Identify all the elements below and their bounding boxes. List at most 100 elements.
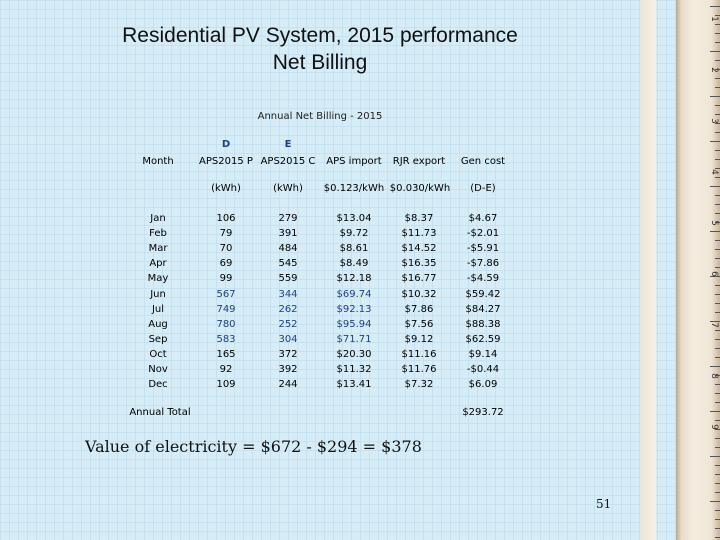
cell-e: 545 <box>278 258 298 270</box>
ruler-tick <box>715 474 720 475</box>
ruler-tick <box>715 384 720 385</box>
header-gen-cost: Gen cost <box>460 156 506 167</box>
cell-exp: $16.35 <box>401 258 437 270</box>
ruler-number: 4 <box>709 169 720 175</box>
col-e-letter: E <box>284 139 292 150</box>
ruler-tick <box>710 456 720 457</box>
ruler-tick <box>715 42 720 43</box>
header-aps-import: APS import <box>326 156 382 167</box>
cell-month: Jul <box>151 303 165 315</box>
slide-title-line-2: Net Billing <box>272 51 368 74</box>
ruler-tick <box>715 105 720 106</box>
cell-e: 344 <box>278 288 298 300</box>
ruler-tick <box>715 438 720 439</box>
ruler-number: 9 <box>709 424 720 430</box>
cell-gen: $4.67 <box>468 213 498 224</box>
ruler-shadow <box>640 0 656 540</box>
ruler-image: 1 2 3 4 5 6 7 8 9 <box>676 0 720 540</box>
ruler-tick <box>715 402 720 403</box>
cell-gen: -$4.59 <box>466 273 500 285</box>
table-caption: Annual Net Billing - 2015 <box>257 111 383 122</box>
cell-e: 372 <box>278 348 298 360</box>
ruler-tick <box>715 330 720 331</box>
header-aps-c: APS2015 C <box>260 156 316 167</box>
ruler-tick <box>715 312 720 313</box>
cell-d: 749 <box>216 303 236 315</box>
ruler-tick <box>710 51 720 52</box>
cell-month: Nov <box>148 364 168 375</box>
ruler-tick <box>710 231 720 232</box>
ruler-tick <box>715 69 720 70</box>
unit-e: (kWh) <box>273 183 303 194</box>
page-number: 51 <box>596 497 612 511</box>
cell-gen: $84.27 <box>465 303 501 315</box>
cell-imp: $11.32 <box>336 364 372 375</box>
cell-month: Apr <box>149 258 167 270</box>
ruler-tick <box>715 510 720 511</box>
cell-gen: $6.09 <box>468 379 498 391</box>
cell-gen: -$5.91 <box>466 243 500 255</box>
cell-d: 567 <box>216 288 236 300</box>
cell-imp: $95.94 <box>336 318 372 330</box>
ruler-tick <box>715 60 720 61</box>
cell-d: 70 <box>219 243 233 255</box>
ruler-tick <box>715 519 720 520</box>
cell-gen: $88.38 <box>465 318 501 330</box>
ruler-tick <box>715 150 720 151</box>
ruler-tick <box>715 177 720 178</box>
cell-month: Oct <box>149 348 167 360</box>
ruler-tick <box>715 537 720 538</box>
cell-e: 262 <box>278 303 298 315</box>
cell-imp: $8.49 <box>339 258 369 270</box>
ruler-tick <box>715 24 720 25</box>
cell-e: 559 <box>278 273 298 285</box>
cell-exp: $8.37 <box>404 213 434 224</box>
ruler-tick <box>715 429 720 430</box>
ruler-number: 3 <box>709 118 720 124</box>
cell-month: Jun <box>150 288 166 300</box>
cell-month: Jan <box>150 213 166 224</box>
header-rjr-export: RJR export <box>392 156 446 167</box>
ruler-tick <box>715 447 720 448</box>
ruler-tick <box>715 294 720 295</box>
annual-total-label: Annual Total <box>129 407 191 418</box>
ruler-tick <box>715 465 720 466</box>
ruler-number: 6 <box>709 271 720 277</box>
cell-e: 392 <box>278 364 298 375</box>
ruler-tick <box>715 492 720 493</box>
cell-exp: $11.76 <box>401 364 437 375</box>
cell-d: 780 <box>216 318 236 330</box>
ruler-number: 2 <box>709 67 720 73</box>
ruler-tick <box>715 339 720 340</box>
ruler-tick <box>715 348 720 349</box>
ruler-number: 8 <box>709 373 720 379</box>
cell-d: 109 <box>216 379 236 391</box>
header-month: Month <box>142 156 174 167</box>
cell-month: Aug <box>148 318 168 330</box>
ruler-tick <box>710 186 720 187</box>
cell-imp: $20.30 <box>336 348 372 360</box>
cell-d: 79 <box>219 228 233 240</box>
ruler-tick <box>715 528 720 529</box>
cell-exp: $10.32 <box>401 288 437 300</box>
cell-imp: $12.18 <box>336 273 372 285</box>
ruler-tick <box>710 366 720 367</box>
ruler-tick <box>715 15 720 16</box>
cell-d: 99 <box>219 273 233 285</box>
ruler-tick <box>715 168 720 169</box>
ruler-tick <box>715 393 720 394</box>
ruler-tick <box>715 303 720 304</box>
cell-imp: $13.41 <box>336 379 372 391</box>
cell-exp: $7.86 <box>404 303 434 315</box>
ruler-tick <box>715 114 720 115</box>
annual-total-value: $293.72 <box>462 407 504 418</box>
cell-d: 106 <box>216 213 236 224</box>
ruler-tick <box>710 501 720 502</box>
cell-imp: $92.13 <box>336 303 372 315</box>
ruler-number: 5 <box>709 220 720 226</box>
ruler-tick <box>715 375 720 376</box>
cell-exp: $7.56 <box>404 318 434 330</box>
slide-title: Residential PV System, 2015 performance … <box>60 22 580 76</box>
ruler-tick <box>715 267 720 268</box>
cell-exp: $14.52 <box>401 243 437 255</box>
